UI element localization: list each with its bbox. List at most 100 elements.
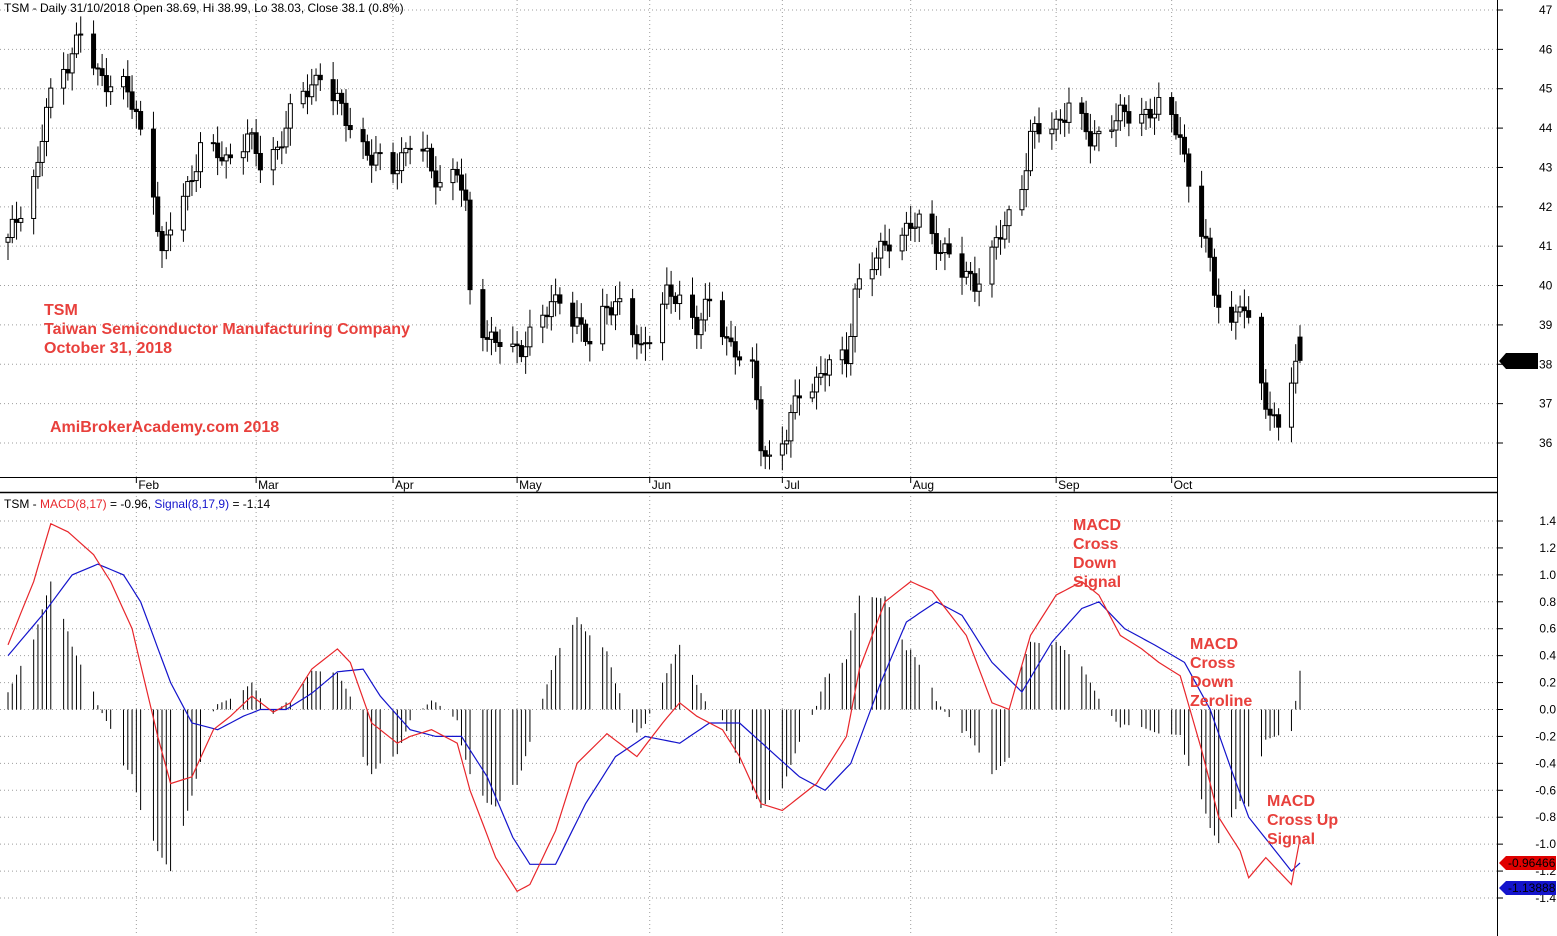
- candle-down: [908, 222, 914, 229]
- candle-down: [1147, 108, 1153, 119]
- candle-up: [1027, 130, 1033, 172]
- candle-up: [702, 298, 708, 321]
- signal-badge: -1.13888: [1499, 881, 1556, 895]
- candle-down: [257, 152, 263, 171]
- candle-up: [31, 176, 37, 219]
- candle-up: [270, 149, 276, 171]
- macd-badge-label: -0.96466: [1508, 856, 1556, 870]
- candle-up: [873, 257, 879, 271]
- candle-up: [912, 226, 918, 229]
- candle-down: [728, 337, 734, 343]
- candle-down: [407, 147, 413, 150]
- candle-up: [9, 218, 15, 239]
- note-line: Cross: [1190, 655, 1235, 672]
- candle-up: [300, 90, 306, 105]
- candle-down: [1246, 310, 1252, 318]
- candle-down: [227, 154, 233, 159]
- candle-up: [163, 234, 169, 252]
- candle-down: [946, 243, 952, 255]
- candle-up: [574, 317, 580, 327]
- month-label: Oct: [1174, 478, 1193, 492]
- candle-up: [976, 283, 982, 292]
- note-cross-down-signal: MACD Cross Down Signal: [1073, 517, 1121, 591]
- candle-down: [557, 294, 563, 304]
- candle-up: [1053, 118, 1059, 130]
- macd-tick-label: 0.0: [1539, 703, 1556, 717]
- candle-up: [993, 237, 999, 248]
- month-axis: Feb Mar Apr May Jun Jul Aug Sep Oct: [135, 477, 1193, 492]
- candle-up: [121, 76, 127, 88]
- candle-up: [437, 182, 443, 188]
- note-line: Down: [1073, 555, 1117, 572]
- candle-up: [168, 229, 174, 236]
- price-panel: 47 46 45 44 43 42 41 40 39 38 37 36 Feb Mar Apr May Jun…: [0, 0, 1553, 492]
- candle-up: [878, 240, 884, 259]
- annotation-ticker: TSM: [44, 302, 78, 319]
- candle-up: [39, 140, 45, 163]
- price-grid: [0, 0, 1497, 477]
- candle-up: [989, 246, 995, 285]
- candle-up: [553, 294, 559, 303]
- candle-down: [125, 76, 131, 93]
- candle-up: [677, 294, 683, 305]
- candle-down: [544, 314, 550, 318]
- candle-down: [998, 237, 1004, 240]
- macd-header-label: MACD(8,17): [40, 497, 107, 511]
- price-tick-label: 41: [1539, 239, 1553, 253]
- candle-down: [91, 33, 97, 69]
- candle-up: [642, 342, 648, 345]
- price-tick-label: 45: [1539, 82, 1553, 96]
- candle-down: [155, 196, 161, 233]
- candle-down: [630, 298, 636, 336]
- candle-up: [44, 106, 50, 142]
- candle-down: [796, 395, 802, 399]
- macd-header-value: = -0.96,: [107, 497, 155, 511]
- candle-down: [578, 317, 584, 325]
- candle-down: [429, 147, 435, 172]
- price-annotation: TSM Taiwan Semiconductor Manufacturing C…: [44, 302, 410, 436]
- candle-down: [480, 289, 486, 339]
- candle-up: [1152, 113, 1158, 119]
- candle-down: [1258, 316, 1264, 384]
- price-tick-label: 40: [1539, 279, 1553, 293]
- candle-up: [309, 84, 315, 98]
- candle-up: [424, 147, 430, 152]
- month-label: Jun: [652, 478, 671, 492]
- candle-down: [99, 68, 105, 77]
- candle-up: [784, 440, 790, 445]
- candle-up: [223, 154, 229, 162]
- candle-up: [189, 180, 195, 183]
- note-cross-down-zeroline: MACD Cross Down Zeroline: [1190, 636, 1252, 710]
- candle-up: [818, 373, 824, 378]
- macd-tick-label: 0.6: [1539, 622, 1556, 636]
- candle-down: [1181, 136, 1187, 155]
- price-tick-label: 37: [1539, 397, 1553, 411]
- signal-badge-label: -1.13888: [1508, 881, 1556, 895]
- candle-up: [1096, 130, 1102, 135]
- candle-up: [61, 68, 67, 89]
- candle-up: [1002, 225, 1008, 240]
- candle-down: [886, 244, 892, 252]
- candle-down: [454, 168, 460, 176]
- candle-up: [814, 376, 820, 393]
- month-label: Aug: [913, 478, 934, 492]
- candle-up: [856, 278, 862, 290]
- candle-up: [540, 314, 546, 328]
- candle-up: [240, 151, 246, 159]
- candle-down: [822, 373, 828, 376]
- price-tick-label: 38: [1539, 357, 1553, 371]
- candle-up: [600, 305, 606, 345]
- candle-down: [690, 294, 696, 318]
- candle-down: [1216, 294, 1222, 308]
- candle-down: [1177, 134, 1183, 138]
- note-line: MACD: [1190, 636, 1238, 653]
- macd-tick-label: -0.2: [1535, 729, 1556, 743]
- candle-up: [279, 146, 285, 149]
- note-line: Signal: [1267, 831, 1315, 848]
- candle-up: [450, 168, 456, 184]
- note-line: Down: [1190, 674, 1234, 691]
- candle-up: [377, 152, 383, 155]
- candle-down: [95, 67, 101, 70]
- candle-down: [1079, 102, 1085, 114]
